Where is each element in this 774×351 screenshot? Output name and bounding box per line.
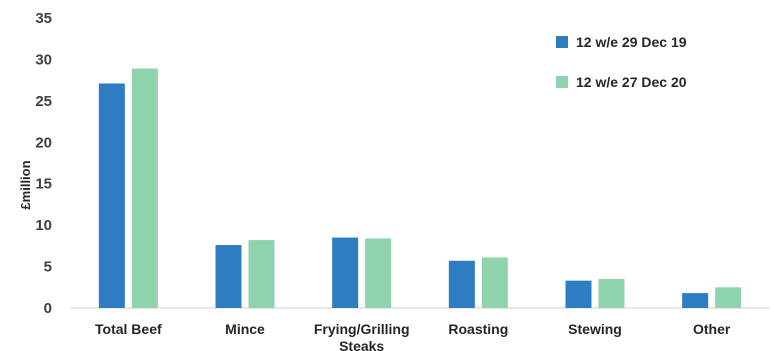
x-tick-label: Frying/Grilling Steaks — [314, 321, 410, 351]
y-tick-label: 5 — [44, 259, 52, 276]
bar-1-total-beef — [98, 83, 125, 308]
bar-1-roasting — [448, 260, 475, 308]
y-tick-label: 20 — [35, 134, 52, 151]
category-labels: Total Beef Mince Frying/Grilling Steaks Roas… — [95, 321, 731, 351]
y-tick-label: 30 — [35, 51, 52, 68]
y-tick-label: 35 — [35, 10, 52, 27]
x-tick-label: Total Beef — [95, 321, 162, 337]
bar-2-total-beef — [131, 68, 158, 309]
bar-2-roasting — [481, 257, 508, 308]
y-tick-label: 15 — [35, 176, 52, 193]
bars-group — [98, 68, 742, 309]
y-tick-label: 0 — [44, 300, 52, 317]
bar-1-other — [682, 293, 709, 308]
legend-swatch-2 — [556, 76, 568, 88]
bar-1-stewing — [565, 280, 592, 308]
y-axis-label: £million — [18, 160, 33, 209]
legend: 12 w/e 29 Dec 19 12 w/e 27 Dec 20 — [556, 34, 687, 90]
bar-2-mince — [248, 240, 275, 308]
bar-1-mince — [215, 245, 242, 308]
bar-1-frying-grilling-steaks — [332, 237, 359, 308]
x-tick-label: Mince — [225, 321, 265, 337]
x-tick-label: Other — [693, 321, 731, 337]
y-tick-label: 25 — [35, 93, 52, 110]
y-tick-labels: 0 5 10 15 20 25 30 35 — [35, 10, 52, 317]
legend-swatch-1 — [556, 36, 568, 48]
y-tick-label: 10 — [35, 217, 52, 234]
bar-2-stewing — [598, 279, 625, 308]
legend-label-2: 12 w/e 27 Dec 20 — [576, 74, 687, 90]
x-tick-label: Stewing — [568, 321, 622, 337]
bar-2-other — [715, 287, 742, 308]
bar-2-frying-grilling-steaks — [365, 238, 392, 308]
legend-label-1: 12 w/e 29 Dec 19 — [576, 34, 687, 50]
x-tick-label: Roasting — [448, 321, 508, 337]
